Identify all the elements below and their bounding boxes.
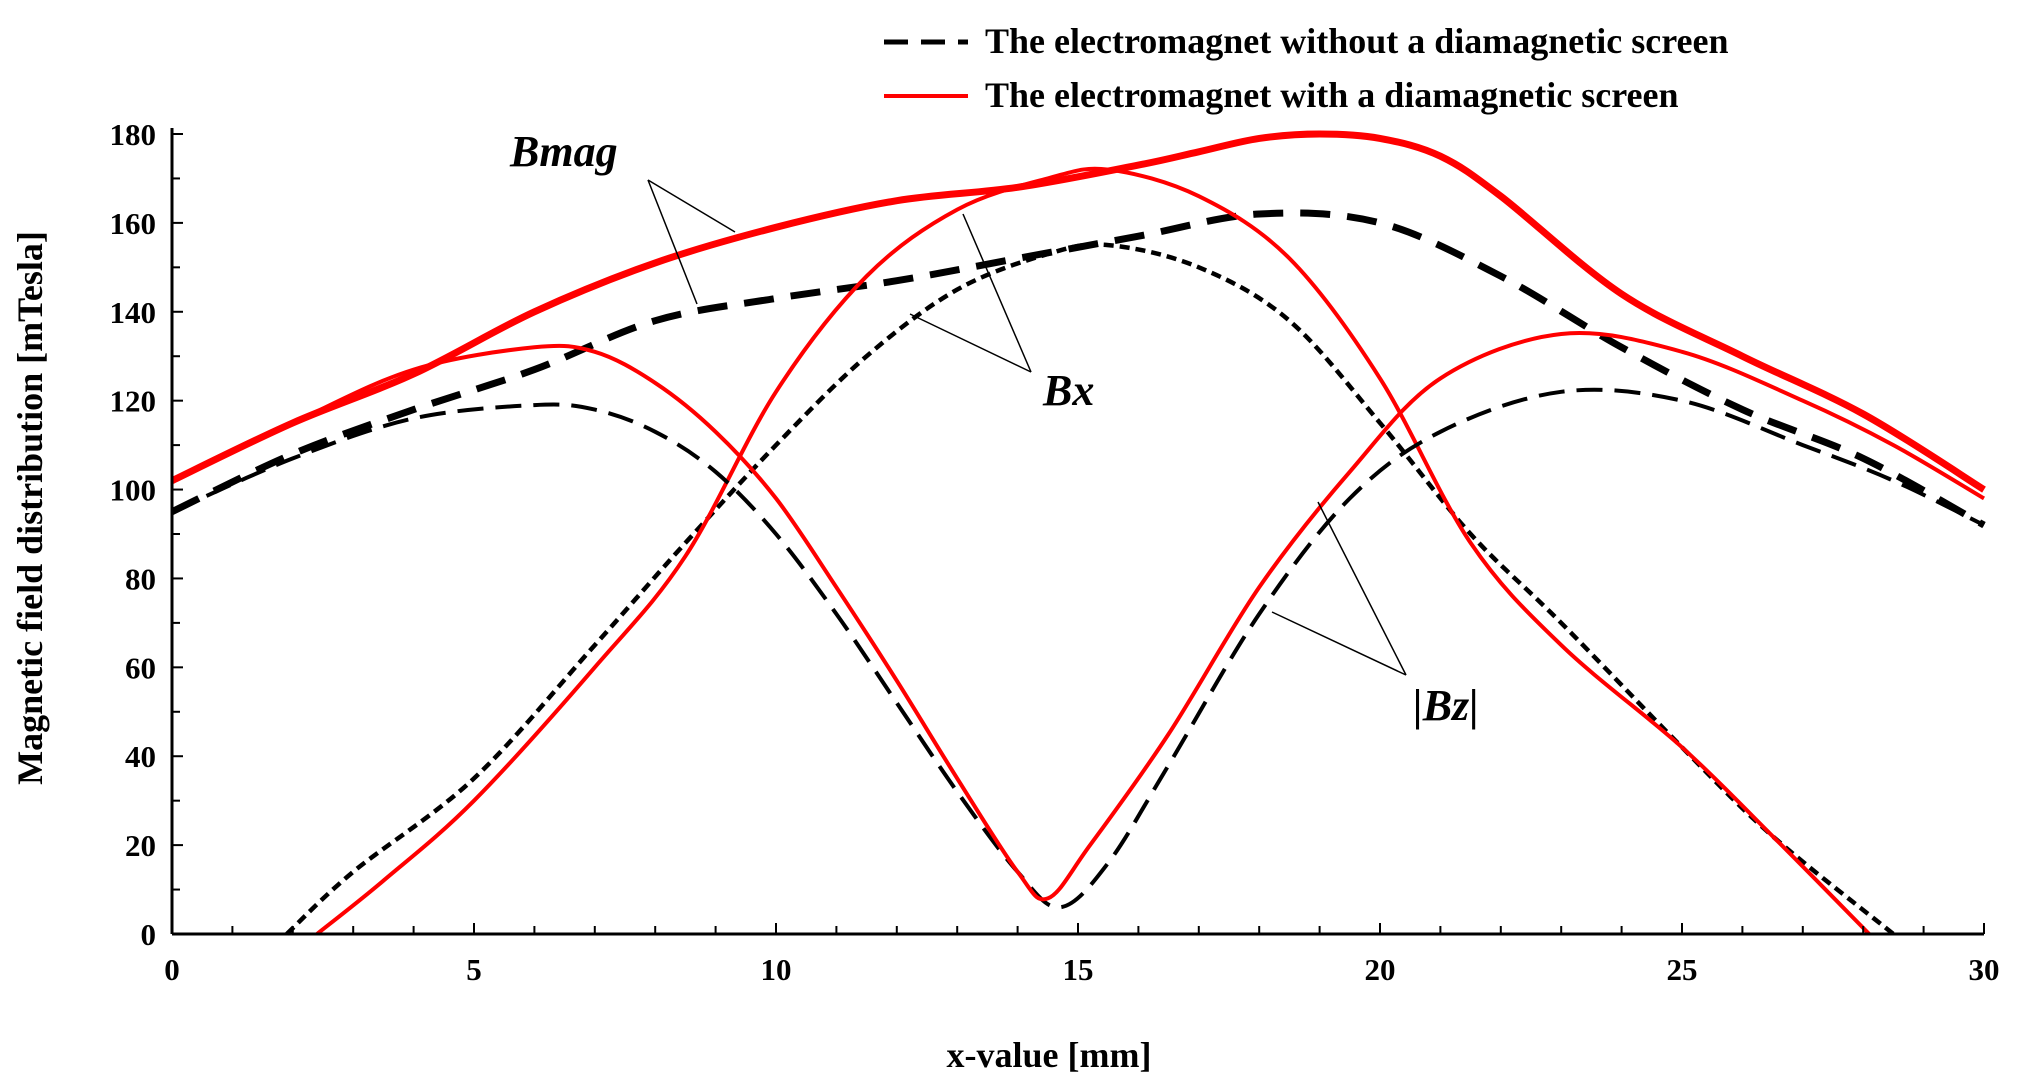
annotation-bmag: Bmag <box>509 127 736 305</box>
legend-label-with-screen: The electromagnet with a diamagnetic scr… <box>985 75 1679 115</box>
y-tick-label: 140 <box>110 295 157 330</box>
annotation-label-bx: Bx <box>1042 366 1094 415</box>
x-tick-label: 25 <box>1667 952 1698 987</box>
x-tick-label: 5 <box>466 952 482 987</box>
annotation-bz: |Bz| <box>1271 501 1479 730</box>
y-tick-label: 60 <box>125 650 156 685</box>
y-tick-label: 0 <box>141 917 157 952</box>
series-bx-without-screen <box>285 242 1895 936</box>
y-tick-label: 180 <box>110 117 157 152</box>
y-tick-label: 40 <box>125 739 156 774</box>
x-axis-title: x-value [mm] <box>947 1035 1152 1075</box>
series-bz-with-screen <box>171 331 1986 902</box>
y-tick-label: 120 <box>110 384 157 419</box>
x-tick-label: 15 <box>1063 952 1094 987</box>
x-tick-label: 10 <box>761 952 792 987</box>
annotation-label-bz: |Bz| <box>1413 681 1479 730</box>
legend: The electromagnet without a diamagnetic … <box>884 21 1729 115</box>
y-tick-label: 100 <box>110 473 157 508</box>
y-axis-title: Magnetic field distribution [mTesla] <box>10 231 50 785</box>
x-tick-label: 0 <box>164 952 180 987</box>
annotation-leader-bmag-screen <box>647 179 736 233</box>
legend-label-without-screen: The electromagnet without a diamagnetic … <box>985 21 1729 61</box>
y-tick-label: 160 <box>110 206 157 241</box>
y-tick-label: 20 <box>125 828 156 863</box>
annotation-leader-bmag-noscreen <box>647 179 698 305</box>
x-tick-label: 30 <box>1969 952 2000 987</box>
annotation-leader-bz-screen <box>1317 501 1407 676</box>
y-tick-label: 80 <box>125 561 156 596</box>
annotation-leader-bx-screen <box>962 213 1032 373</box>
x-tick-label: 20 <box>1365 952 1396 987</box>
annotation-label-bmag: Bmag <box>509 127 618 176</box>
series-bmag-with-screen <box>170 130 1986 493</box>
annotation-leader-bx-noscreen <box>909 313 1032 373</box>
annotation-leader-bz-noscreen <box>1271 611 1407 676</box>
series-layer <box>170 130 1986 936</box>
axes-layer: 0 5 10 15 20 25 30 0 20 40 60 80 100 120 140 160 180 <box>110 117 2000 987</box>
series-bx-with-screen <box>315 166 1871 936</box>
annotation-bx: Bx <box>909 213 1094 415</box>
